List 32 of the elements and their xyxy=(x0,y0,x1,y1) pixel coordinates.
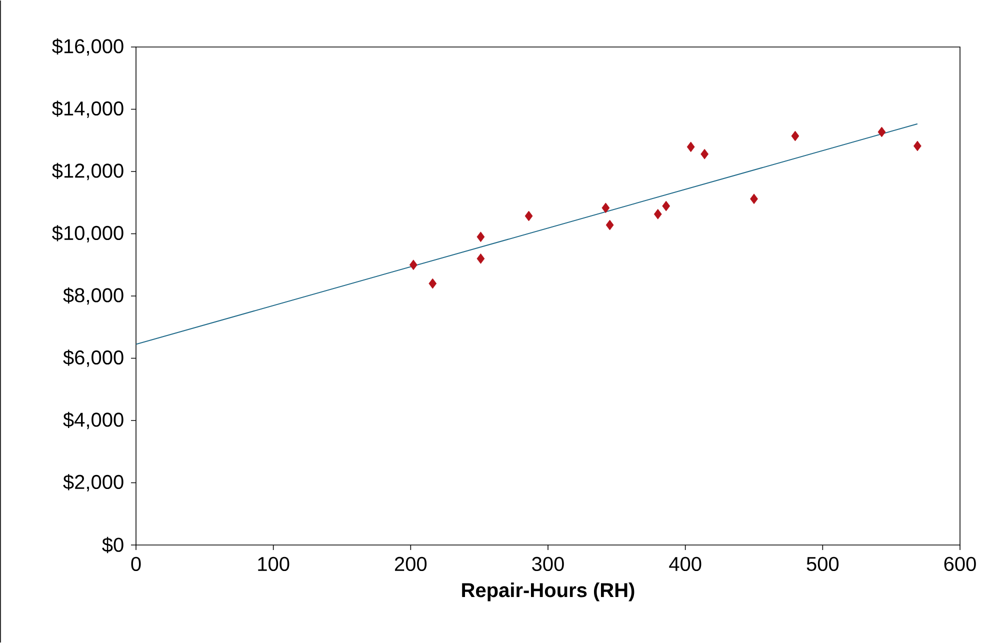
y-tick-label: $14,000 xyxy=(52,100,124,118)
point xyxy=(662,200,670,212)
y-tick-label: $10,000 xyxy=(52,225,124,242)
y-tick-label: $8,000 xyxy=(63,287,124,305)
point xyxy=(524,210,533,222)
x-tick-label: 300 xyxy=(532,556,564,572)
point xyxy=(686,142,695,152)
y-tick-label: $4,000 xyxy=(63,412,124,430)
point xyxy=(602,202,610,214)
y-tick-label: $12,000 xyxy=(52,162,124,180)
y-tick-label: $16,000 xyxy=(52,38,124,56)
y-tick-label: $0 xyxy=(102,536,124,554)
x-tick-label: 600 xyxy=(944,556,976,572)
x-tick-label: 0 xyxy=(131,556,141,572)
point xyxy=(791,130,800,142)
x-tick-label: 100 xyxy=(258,556,290,572)
point xyxy=(476,232,485,242)
x-tick-label: 200 xyxy=(394,556,427,572)
point xyxy=(750,194,758,204)
point xyxy=(428,278,437,289)
y-tick-label: $6,000 xyxy=(63,350,124,367)
x-axis-title: Repair-Hours (RH) xyxy=(462,582,634,602)
y-tick-label: $2,000 xyxy=(63,474,124,492)
x-tick-label: 500 xyxy=(806,556,839,572)
x-tick-label: 400 xyxy=(669,556,702,572)
point xyxy=(606,220,614,230)
point xyxy=(409,260,418,270)
point xyxy=(878,126,886,138)
point xyxy=(654,208,662,220)
point xyxy=(476,253,485,264)
point xyxy=(700,148,709,160)
point xyxy=(913,140,922,152)
